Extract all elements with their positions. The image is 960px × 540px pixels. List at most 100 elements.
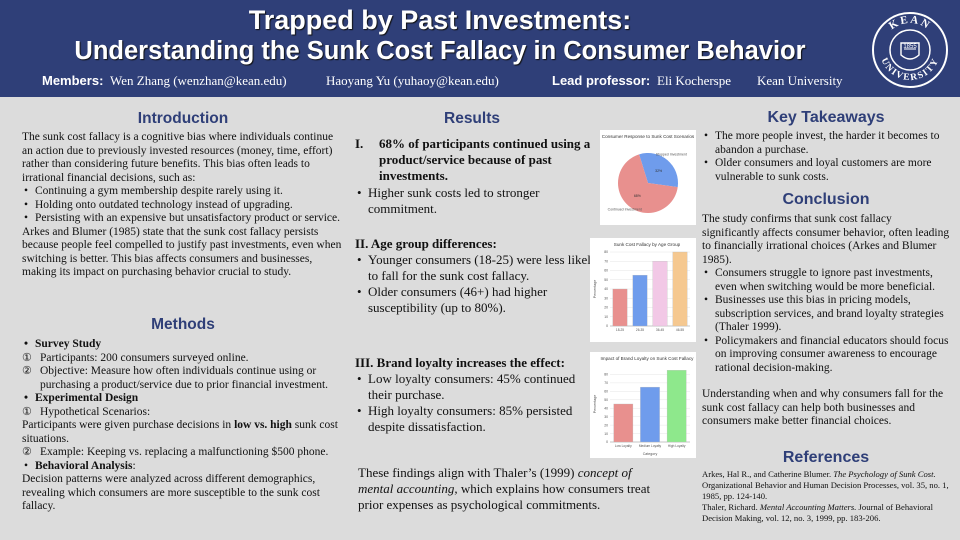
conclusion-bullet: Policymakers and financial educators sho… [702,335,950,376]
chart-title: Consumer Response to Sunk Cost Scenarios [602,134,695,139]
x-tick-label: 18-25 [616,328,624,332]
result-3-heading: III. Brand loyalty increases the effect: [355,355,565,370]
y-tick-label: 0 [606,324,608,328]
experimental-design-title: Experimental Design [22,392,344,406]
key-takeaways-heading: Key Takeaways [767,109,885,126]
result-2-heading: II. Age group differences: [355,236,497,251]
poster-header: Trapped by Past Investments: Understandi… [0,0,960,97]
kean-university-seal-icon: KEAN UNIVERSITY 1855 [871,11,949,89]
results-column: Results I. 68% of participants continued… [352,97,650,537]
takeaway-bullet: Older consumers and loyal customers are … [702,157,950,184]
right-column: Key Takeaways The more people invest, th… [702,97,950,537]
introduction-bullet: Continuing a gym membership despite rare… [22,185,344,199]
introduction-bullet: Holding onto outdated technology instead… [22,199,344,213]
bar-chart-loyalty-svg: Impact of Brand Loyalty on Sunk Cost Fal… [593,356,695,456]
y-tick-label: 50 [604,398,608,402]
y-tick-label: 50 [604,278,608,282]
member-1: Wen Zhang (wenzhan@kean.edu) [110,73,287,88]
chart-title: Sunk Cost Fallacy by Age Group [614,242,681,247]
introduction-bullets: Continuing a gym membership despite rare… [22,185,344,226]
bar [652,261,668,327]
x-tick-label: Medium Loyalty [639,444,662,448]
bar [666,370,687,443]
y-axis-label: Percentage [593,280,597,298]
bar-chart-age-group: Sunk Cost Fallacy by Age Group 0 10 20 30 40 5… [590,238,696,342]
reference-1: Arkes, Hal R., and Catherine Blumer. The… [702,469,949,501]
result-1-headline: 68% of participants continued using a pr… [379,136,591,183]
bar [613,403,634,443]
references-body: Arkes, Hal R., and Catherine Blumer. The… [702,469,950,524]
reference-2: Thaler, Richard. Mental Accounting Matte… [702,502,934,523]
pie-slice [639,153,678,188]
bar [672,251,688,327]
results-heading: Results [444,110,500,127]
conclusion-body: The study confirms that sunk cost fallac… [702,213,950,429]
y-tick-label: 20 [604,423,608,427]
y-tick-label: 10 [604,432,608,436]
introduction-body: The sunk cost fallacy is a cognitive bia… [22,131,344,280]
conclusion-bullet: Businesses use this bias in pricing mode… [702,294,950,335]
x-tick-label: Low Loyalty [615,444,632,448]
y-tick-label: 20 [604,306,608,310]
behavioral-analysis-text: Decision patterns were analyzed across d… [22,473,320,512]
introduction-paragraph-1: The sunk cost fallacy is a cognitive bia… [22,131,334,184]
behavioral-analysis-title: Behavioral Analysis: [22,460,344,474]
y-tick-label: 10 [604,315,608,319]
conclusion-bullet: Consumers struggle to ignore past invest… [702,267,950,294]
result-3-bullet: High loyalty consumers: 85% persisted de… [355,403,601,435]
bar [632,274,648,327]
result-2: II. Age group differences: Younger consu… [355,236,601,316]
introduction-paragraph-2: Arkes and Blumer (1985) state that the s… [22,225,342,279]
y-tick-label: 0 [606,440,608,444]
x-tick-label: 26-35 [636,328,644,332]
university-name: Kean University [757,73,843,88]
pie-chart-consumer-response: Consumer Response to Sunk Cost Scenarios… [600,130,696,225]
survey-study-title: Survey Study [22,338,344,352]
members-label: Members: [42,73,104,88]
result-3: III. Brand loyalty increases the effect:… [355,355,601,435]
methods-heading: Methods [151,316,215,333]
pie-slice-value-label: 32% [655,169,662,173]
result-1-bullet: Higher sunk costs led to stronger commit… [355,185,601,217]
bar [640,386,660,443]
conclusion-paragraph-2: Understanding when and why consumers fal… [702,388,944,427]
introduction-bullet: Persisting with an expensive but unsatis… [22,212,344,226]
conclusion-paragraph-1: The study confirms that sunk cost fallac… [702,213,950,266]
pie-slice [618,154,678,213]
survey-item-1: ① Participants: 200 consumers surveyed on… [22,351,249,364]
y-tick-label: 30 [604,415,608,419]
x-tick-label: High Loyalty [668,444,686,448]
pie-chart-svg: Consumer Response to Sunk Cost Scenarios… [602,134,695,213]
professor-label: Lead professor: [552,73,651,88]
pie-slice-category-label: Stopped Investment [656,153,687,157]
chart-title: Impact of Brand Loyalty on Sunk Cost Fal… [601,356,695,361]
y-axis-label: Percentage [593,395,597,413]
key-takeaways-body: The more people invest, the harder it be… [702,130,950,184]
takeaway-bullet: The more people invest, the harder it be… [702,130,950,157]
poster-title-line1: Trapped by Past Investments: [248,5,632,35]
bar [612,288,628,327]
bar-chart-brand-loyalty: Impact of Brand Loyalty on Sunk Cost Fal… [590,352,696,458]
poster-title-line2: Understanding the Sunk Cost Fallacy in C… [74,37,806,65]
y-tick-label: 30 [604,296,608,300]
y-tick-label: 40 [604,287,608,291]
pie-slice-category-label: Continued Investment [608,207,642,211]
bar-chart-age-svg: Sunk Cost Fallacy by Age Group 0 10 20 30 40 5… [593,242,690,332]
pie-slice-value-label: 68% [634,194,641,198]
y-tick-label: 70 [604,259,608,263]
professor-name: Eli Kocherspe [657,73,732,88]
y-tick-label: 80 [604,373,608,377]
result-2-bullet: Younger consumers (18-25) were less like… [355,252,601,284]
references-heading: References [782,449,870,466]
y-tick-label: 40 [604,406,608,410]
seal-year: 1855 [903,44,917,50]
conclusion-heading: Conclusion [782,191,870,208]
x-tick-label: 36-45 [656,328,664,332]
x-tick-label: 46-55 [676,328,684,332]
result-1: I. 68% of participants continued using a… [355,136,601,217]
y-tick-label: 60 [604,269,608,273]
y-tick-label: 80 [604,250,608,254]
experimental-item-1: ① Hypothetical Scenarios: [22,405,151,418]
survey-item-2: ② Objective: Measure how often individual… [22,365,329,391]
